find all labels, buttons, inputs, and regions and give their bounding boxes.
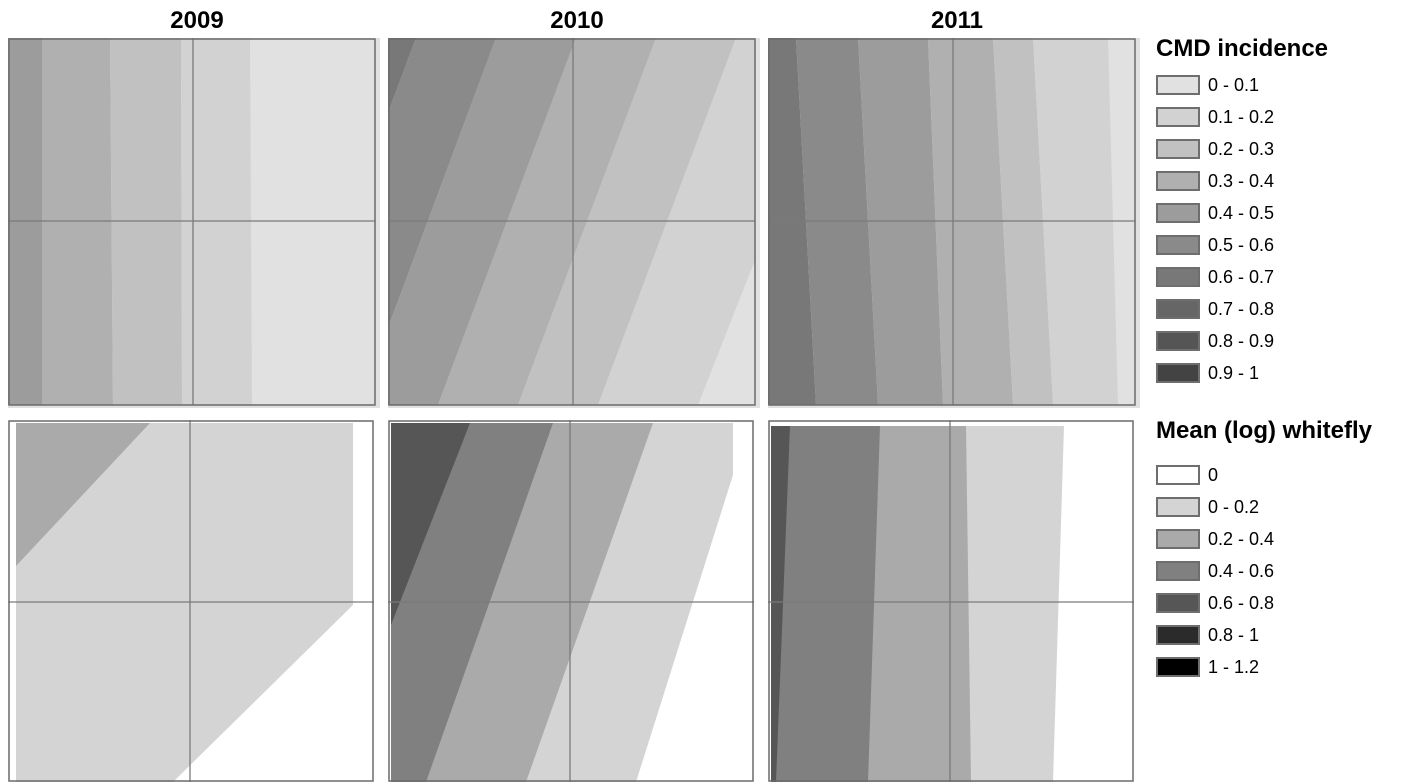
- legend-item: 1 - 1.2: [1156, 651, 1274, 683]
- legend-swatch: [1156, 593, 1200, 613]
- legend-item: 0.4 - 0.5: [1156, 197, 1274, 229]
- legend-item: 0.8 - 0.9: [1156, 325, 1274, 357]
- legend-label: 0 - 0.2: [1208, 497, 1260, 517]
- legend-swatch: [1156, 497, 1200, 517]
- legend-item: 0.1 - 0.2: [1156, 101, 1274, 133]
- legend-item: 0 - 0.1: [1156, 69, 1274, 101]
- legend-swatch: [1156, 203, 1200, 223]
- legend-swatch: [1156, 171, 1200, 191]
- legend-swatch: [1156, 529, 1200, 549]
- legend-label: 0.9 - 1: [1208, 363, 1260, 383]
- map-frame: [388, 38, 756, 406]
- legend-item: 0.5 - 0.6: [1156, 229, 1274, 261]
- whitefly-map-2011: [768, 420, 1134, 782]
- legend-label: 0.4 - 0.6: [1208, 561, 1275, 581]
- whitefly-zone-0.4-0.6: [771, 426, 880, 782]
- legend-item: 0 - 0.2: [1156, 491, 1274, 523]
- legend-item: 0.8 - 1: [1156, 619, 1274, 651]
- legend-label: 0.8 - 1: [1208, 625, 1260, 645]
- cmd-incidence-legend: 0 - 0.1 0.1 - 0.2 0.2 - 0.3 0.3 - 0.4 0.4 - …: [1156, 69, 1274, 389]
- legend-item: 0.6 - 0.8: [1156, 587, 1274, 619]
- map-frame: [768, 38, 1136, 406]
- map-frame: [388, 420, 754, 782]
- legend-label: 0.8 - 0.9: [1208, 331, 1275, 351]
- legend-label: 0 - 0.1: [1208, 75, 1260, 95]
- whitefly-legend: 0 0 - 0.2 0.2 - 0.4 0.4 - 0.6 0.6 - 0.8 0.8 -…: [1156, 459, 1274, 683]
- map-frame: [8, 420, 374, 782]
- legend-swatch: [1156, 465, 1200, 485]
- cmd-incidence-map-2010: [388, 38, 760, 408]
- legend-item: 0: [1156, 459, 1274, 491]
- legend-item: 0.4 - 0.6: [1156, 555, 1274, 587]
- legend-item: 0.2 - 0.4: [1156, 523, 1274, 555]
- legend-swatch: [1156, 75, 1200, 95]
- map-frame: [8, 38, 376, 406]
- legend-swatch: [1156, 625, 1200, 645]
- legend-label: 0.1 - 0.2: [1208, 107, 1275, 127]
- cmd-incidence-map-2011: [768, 38, 1140, 408]
- whitefly-map-2009: [8, 420, 374, 782]
- year-header-2009: 2009: [170, 7, 224, 34]
- legend-swatch: [1156, 331, 1200, 351]
- legend-item: 0.3 - 0.4: [1156, 165, 1274, 197]
- legend-swatch: [1156, 139, 1200, 159]
- legend-swatch: [1156, 657, 1200, 677]
- cmd-incidence-map-2009: [8, 38, 380, 408]
- legend-item: 0.2 - 0.3: [1156, 133, 1274, 165]
- legend-label: 0: [1208, 465, 1219, 485]
- whitefly-zone-0.6-0.8: [771, 426, 790, 782]
- whitefly-zone-0.2-0.4: [16, 423, 150, 566]
- legend-swatch: [1156, 363, 1200, 383]
- year-header-2011: 2011: [930, 7, 984, 34]
- map-frame: [768, 420, 1134, 782]
- whitefly-zone-0.6-0.8: [391, 423, 470, 625]
- whitefly-legend-title: Mean (log) whitefly: [1156, 417, 1372, 444]
- legend-label: 0.2 - 0.3: [1208, 139, 1275, 159]
- legend-swatch: [1156, 235, 1200, 255]
- legend-swatch: [1156, 299, 1200, 319]
- legend-swatch: [1156, 561, 1200, 581]
- cmd-legend-title: CMD incidence: [1156, 35, 1329, 62]
- legend-swatch: [1156, 267, 1200, 287]
- legend-swatch: [1156, 107, 1200, 127]
- legend-label: 0.7 - 0.8: [1208, 299, 1275, 319]
- legend-label: 0.6 - 0.8: [1208, 593, 1275, 613]
- legend-label: 0.3 - 0.4: [1208, 171, 1275, 191]
- legend-label: 0.4 - 0.5: [1208, 203, 1275, 223]
- legend-label: 0.5 - 0.6: [1208, 235, 1275, 255]
- legend-item: 0.7 - 0.8: [1156, 293, 1274, 325]
- legend-item: 0.6 - 0.7: [1156, 261, 1274, 293]
- legend-item: 0.9 - 1: [1156, 357, 1274, 389]
- legend-label: 1 - 1.2: [1208, 657, 1260, 677]
- legend-label: 0.2 - 0.4: [1208, 529, 1275, 549]
- year-header-2010: 2010: [550, 7, 604, 34]
- whitefly-map-2010: [388, 420, 754, 782]
- legend-label: 0.6 - 0.7: [1208, 267, 1275, 287]
